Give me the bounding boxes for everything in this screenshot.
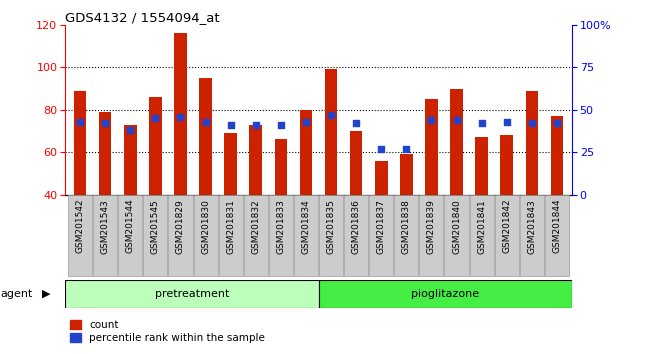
Bar — [350, 131, 363, 195]
Point — [176, 114, 186, 119]
Bar — [74, 91, 86, 195]
FancyBboxPatch shape — [218, 195, 242, 276]
Text: GSM201844: GSM201844 — [552, 199, 562, 253]
Point — [276, 122, 286, 128]
FancyBboxPatch shape — [168, 195, 192, 276]
Bar — [300, 110, 312, 195]
Bar — [124, 125, 136, 195]
Bar — [224, 133, 237, 195]
Text: GSM201542: GSM201542 — [75, 199, 84, 253]
Point — [376, 146, 387, 152]
FancyBboxPatch shape — [395, 195, 419, 276]
Text: agent: agent — [0, 289, 32, 299]
Bar — [400, 154, 413, 195]
Bar — [325, 69, 337, 195]
Point — [552, 120, 562, 126]
Bar — [200, 78, 212, 195]
Text: GSM201839: GSM201839 — [427, 199, 436, 254]
Text: GSM201843: GSM201843 — [527, 199, 536, 253]
Text: pretreatment: pretreatment — [155, 289, 229, 299]
Bar — [149, 97, 162, 195]
Text: ▶: ▶ — [42, 289, 50, 299]
Text: GSM201545: GSM201545 — [151, 199, 160, 253]
Point — [200, 119, 211, 125]
FancyBboxPatch shape — [369, 195, 393, 276]
Point — [125, 127, 135, 133]
Point — [100, 120, 110, 126]
FancyBboxPatch shape — [469, 195, 494, 276]
Text: GSM201836: GSM201836 — [352, 199, 361, 254]
FancyBboxPatch shape — [445, 195, 469, 276]
Text: GSM201830: GSM201830 — [201, 199, 210, 254]
Text: GSM201840: GSM201840 — [452, 199, 461, 253]
FancyBboxPatch shape — [65, 280, 318, 308]
FancyBboxPatch shape — [344, 195, 368, 276]
Bar — [425, 99, 437, 195]
Text: GSM201831: GSM201831 — [226, 199, 235, 254]
Text: GSM201842: GSM201842 — [502, 199, 512, 253]
Text: GSM201543: GSM201543 — [101, 199, 110, 253]
Text: GSM201833: GSM201833 — [276, 199, 285, 254]
Bar — [250, 125, 262, 195]
FancyBboxPatch shape — [194, 195, 218, 276]
FancyBboxPatch shape — [93, 195, 117, 276]
Point — [351, 120, 361, 126]
Text: GSM201835: GSM201835 — [326, 199, 335, 254]
Point — [326, 112, 336, 118]
FancyBboxPatch shape — [269, 195, 293, 276]
Text: pioglitazone: pioglitazone — [411, 289, 479, 299]
Point — [250, 122, 261, 128]
Bar — [375, 161, 387, 195]
Bar — [174, 33, 187, 195]
FancyBboxPatch shape — [118, 195, 142, 276]
FancyBboxPatch shape — [520, 195, 544, 276]
Bar — [274, 139, 287, 195]
Bar — [475, 137, 488, 195]
Bar — [99, 112, 111, 195]
Text: GSM201837: GSM201837 — [377, 199, 385, 254]
Text: GDS4132 / 1554094_at: GDS4132 / 1554094_at — [65, 11, 220, 24]
Text: GSM201841: GSM201841 — [477, 199, 486, 253]
Text: GSM201834: GSM201834 — [302, 199, 311, 253]
Point — [226, 122, 236, 128]
FancyBboxPatch shape — [419, 195, 443, 276]
Legend: count, percentile rank within the sample: count, percentile rank within the sample — [70, 320, 265, 343]
Point — [401, 146, 411, 152]
FancyBboxPatch shape — [143, 195, 168, 276]
FancyBboxPatch shape — [68, 195, 92, 276]
FancyBboxPatch shape — [545, 195, 569, 276]
Text: GSM201838: GSM201838 — [402, 199, 411, 254]
Text: GSM201544: GSM201544 — [125, 199, 135, 253]
Bar — [526, 91, 538, 195]
Point — [301, 119, 311, 125]
Point — [75, 119, 85, 125]
FancyBboxPatch shape — [495, 195, 519, 276]
Point — [426, 117, 437, 123]
Point — [150, 115, 161, 121]
Point — [451, 117, 462, 123]
Point — [476, 120, 487, 126]
Bar — [500, 135, 513, 195]
FancyBboxPatch shape — [244, 195, 268, 276]
FancyBboxPatch shape — [294, 195, 318, 276]
Text: GSM201829: GSM201829 — [176, 199, 185, 253]
Bar — [450, 88, 463, 195]
Bar — [551, 116, 563, 195]
Point — [526, 120, 537, 126]
FancyBboxPatch shape — [319, 195, 343, 276]
Text: GSM201832: GSM201832 — [252, 199, 260, 253]
Point — [502, 119, 512, 125]
FancyBboxPatch shape — [318, 280, 572, 308]
